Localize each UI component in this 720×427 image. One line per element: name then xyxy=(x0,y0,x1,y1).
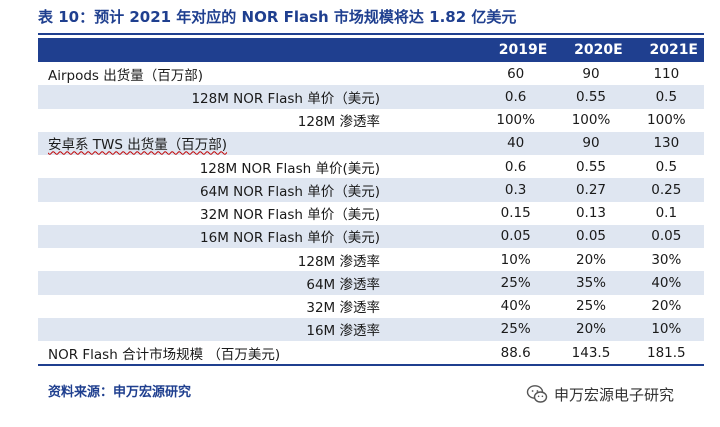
cell-value: 40 xyxy=(478,131,554,155)
table-row: 64M 渗透率 25% 35% 40% xyxy=(38,271,704,295)
row-label: 128M NOR Flash 单价(美元) xyxy=(199,160,380,177)
cell-value: 0.5 xyxy=(655,158,678,175)
row-label: 16M NOR Flash 单价（美元) xyxy=(38,224,478,248)
cell-value: 35% xyxy=(553,271,629,295)
table-row: 16M NOR Flash 单价（美元) 0.05 0.05 0.05 xyxy=(38,224,704,248)
table-row: 32M 渗透率 40% 25% 20% xyxy=(38,295,704,318)
row-label: 64M NOR Flash 单价（美元) xyxy=(38,178,478,202)
cell-value: 100% xyxy=(571,112,611,129)
watermark: 申万宏源电子研究 xyxy=(526,383,674,405)
table-row: 安卓系 TWS 出货量（百万部) 40 90 130 xyxy=(38,131,704,155)
cell-value: 0.5 xyxy=(628,85,704,109)
cell-value: 20% xyxy=(651,298,682,315)
row-label: 32M NOR Flash 单价（美元) xyxy=(200,207,380,224)
cell-value: 25% xyxy=(575,298,606,315)
cell-value: 0.55 xyxy=(553,85,629,109)
table-row: 128M NOR Flash 单价(美元) 0.6 0.55 0.5 xyxy=(38,155,704,178)
header-year: 2019E xyxy=(478,38,554,62)
cell-value: 0.05 xyxy=(553,224,629,248)
cell-value: 0.15 xyxy=(500,205,531,222)
table-row: 128M 渗透率 100% 100% 100% xyxy=(38,109,704,132)
cell-value: 10% xyxy=(500,251,531,268)
table-row: NOR Flash 合计市场规模 （百万美元) 88.6 143.5 181.5 xyxy=(38,341,704,367)
row-label: 32M 渗透率 xyxy=(306,300,380,317)
row-label: 64M 渗透率 xyxy=(38,271,478,295)
row-label: 安卓系 TWS 出货量（百万部) xyxy=(38,131,478,155)
cell-value: 0.6 xyxy=(504,158,527,175)
cell-value: 100% xyxy=(496,112,535,129)
wechat-icon xyxy=(526,383,548,405)
cell-value: 0.13 xyxy=(575,205,607,222)
cell-value: 60 xyxy=(507,65,525,82)
row-label: 128M NOR Flash 单价（美元) xyxy=(38,85,478,109)
cell-value: 20% xyxy=(575,251,606,268)
row-label: 128M 渗透率 xyxy=(297,253,380,270)
source-note: 资料来源：申万宏源研究 xyxy=(48,385,192,400)
row-label-text: 安卓系 TWS 出货量（百万部) xyxy=(48,137,228,154)
table-row: 16M 渗透率 25% 20% 10% xyxy=(38,317,704,341)
table-row: 128M NOR Flash 单价（美元) 0.6 0.55 0.5 xyxy=(38,85,704,109)
cell-value: 0.1 xyxy=(655,205,678,222)
table-row: Airpods 出货量（百万部) 60 90 110 xyxy=(38,62,704,85)
cell-value: 90 xyxy=(553,131,629,155)
cell-value: 40% xyxy=(628,271,704,295)
cell-value: 130 xyxy=(628,131,704,155)
table-header-row: 2019E 2020E 2021E xyxy=(38,38,704,62)
cell-value: 110 xyxy=(653,65,680,82)
cell-value: 10% xyxy=(628,317,704,341)
row-label: Airpods 出货量（百万部) xyxy=(48,67,204,84)
row-label: 128M 渗透率 xyxy=(297,114,380,131)
row-label: NOR Flash 合计市场规模 （百万美元) xyxy=(38,341,478,367)
watermark-text: 申万宏源电子研究 xyxy=(554,385,675,404)
cell-value: 0.05 xyxy=(628,224,704,248)
table-row: 128M 渗透率 10% 20% 30% xyxy=(38,248,704,271)
cell-value: 0.55 xyxy=(575,158,607,175)
cell-value: 25% xyxy=(478,317,554,341)
cell-value: 88.6 xyxy=(478,341,554,367)
table-row: 32M NOR Flash 单价（美元) 0.15 0.13 0.1 xyxy=(38,202,704,225)
data-table: 2019E 2020E 2021E Airpods 出货量（百万部) 60 90… xyxy=(38,38,704,367)
table-title: 表 10：预计 2021 年对应的 NOR Flash 市场规模将达 1.82 … xyxy=(38,8,517,26)
table-row: 64M NOR Flash 单价（美元) 0.3 0.27 0.25 xyxy=(38,178,704,202)
cell-value: 0.25 xyxy=(628,178,704,202)
header-label xyxy=(38,38,478,62)
cell-value: 30% xyxy=(651,251,682,268)
cell-value: 90 xyxy=(582,65,600,82)
cell-value: 100% xyxy=(647,112,686,129)
cell-value: 25% xyxy=(478,271,554,295)
cell-value: 143.5 xyxy=(553,341,629,367)
cell-value: 40% xyxy=(500,298,531,315)
cell-value: 0.05 xyxy=(478,224,554,248)
cell-value: 20% xyxy=(553,317,629,341)
cell-value: 181.5 xyxy=(628,341,704,367)
title-divider xyxy=(38,33,704,35)
cell-value: 0.27 xyxy=(553,178,629,202)
cell-value: 0.6 xyxy=(478,85,554,109)
cell-value: 0.3 xyxy=(478,178,554,202)
row-label: 16M 渗透率 xyxy=(38,317,478,341)
header-year: 2020E xyxy=(553,38,629,62)
header-year: 2021E xyxy=(628,38,704,62)
